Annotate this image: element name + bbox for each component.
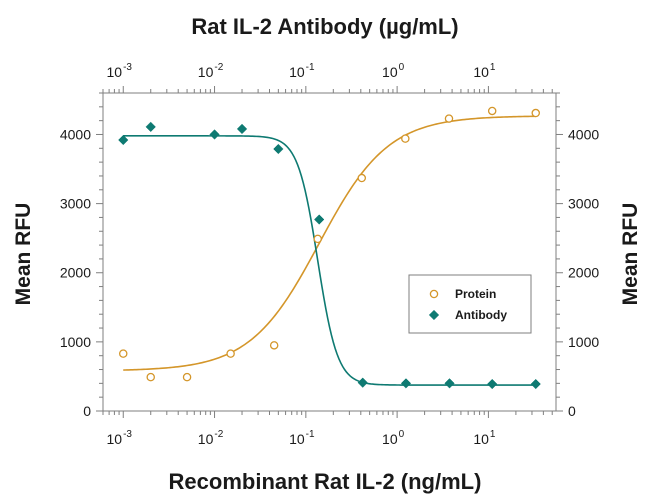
data-point-antibody [444,378,455,389]
x-tick-label-exponent: -2 [214,429,223,440]
data-point-protein [531,108,540,118]
x-tick-label-base: 10 [382,64,398,80]
legend-label-protein: Protein [455,287,496,301]
x-tick-label-base: 10 [107,431,123,447]
data-point-protein [444,114,454,123]
x-tick-label-base: 10 [198,431,214,447]
y-tick-label-right: 4000 [568,126,599,142]
x-tick-label-top: 10-3 [107,62,133,80]
x-tick-label-top: 101 [473,62,496,80]
y-tick-label-left: 1000 [60,334,91,350]
x-tick-label-base: 10 [289,64,305,80]
x-tick-label-bottom: 100 [382,429,405,447]
data-point-antibody [118,134,129,146]
x-tick-label-exponent: -3 [123,429,132,440]
data-point-protein [313,234,322,244]
data-point-antibody [209,129,220,140]
fit-curve-antibody [123,135,536,386]
data-points-layer [118,106,541,390]
plot-frame [102,92,557,412]
fit-curve-protein [123,115,536,371]
legend-marker-antibody [428,309,440,321]
data-point-antibody [236,123,248,135]
legend-marker-protein [429,289,439,299]
data-point-protein [401,134,410,143]
x-tick-label-base: 10 [107,64,123,80]
x-tick-label-exponent: -1 [306,429,315,440]
y-tick-label-left: 2000 [60,265,91,281]
x-tick-label-base: 10 [198,64,214,80]
y-tick-label-right: 1000 [568,334,599,350]
y-tick-label-right: 3000 [568,196,599,212]
x-tick-label-base: 10 [473,64,489,80]
data-point-antibody [400,378,412,389]
data-point-antibody [357,377,368,388]
x-tick-label-bottom: 101 [473,429,496,447]
data-point-protein [119,349,128,358]
data-point-antibody [273,143,284,155]
x-tick-label-base: 10 [382,431,398,447]
y-tick-label-left: 3000 [60,196,91,212]
left-axis-title: Mean RFU [12,203,35,306]
data-point-protein [487,106,497,116]
fit-curves-layer [123,115,536,386]
x-tick-label-top: 100 [382,62,405,80]
x-tick-label-base: 10 [473,431,489,447]
data-point-protein [182,372,192,382]
x-tick-label-exponent: -3 [123,62,132,73]
data-point-protein [146,372,155,382]
x-tick-label-bottom: 10-3 [107,429,133,447]
y-tick-label-right: 2000 [568,265,599,281]
data-point-antibody [314,214,325,225]
x-tick-label-exponent: 0 [399,429,405,440]
y-tick-label-left: 4000 [60,126,91,142]
legend-label-antibody: Antibody [455,308,507,322]
x-tick-label-bottom: 10-1 [289,429,315,447]
bottom-axis-title: Recombinant Rat IL-2 (ng/mL) [169,469,482,494]
x-tick-label-top: 10-1 [289,62,315,80]
data-point-antibody [530,378,541,390]
x-tick-label-exponent: 1 [490,62,496,73]
x-tick-label-top: 10-2 [198,62,224,80]
legend: Protein Antibody [408,274,532,334]
x-tick-label-exponent: 1 [490,429,496,440]
x-tick-label-exponent: 0 [399,62,405,73]
data-point-antibody [145,121,156,133]
right-axis-title: Mean RFU [619,203,642,306]
data-point-antibody [487,378,498,390]
x-tick-label-bottom: 10-2 [198,429,224,447]
x-tick-label-base: 10 [289,431,305,447]
top-axis-title: Rat IL-2 Antibody (µg/mL) [191,14,458,39]
data-point-protein [269,341,279,350]
data-point-protein [226,349,235,358]
y-tick-label-left: 0 [83,403,91,419]
y-tick-label-right: 0 [568,403,576,419]
x-tick-label-exponent: -2 [214,62,223,73]
x-tick-label-exponent: -1 [306,62,315,73]
data-point-protein [357,173,367,183]
legend-box [408,274,532,334]
